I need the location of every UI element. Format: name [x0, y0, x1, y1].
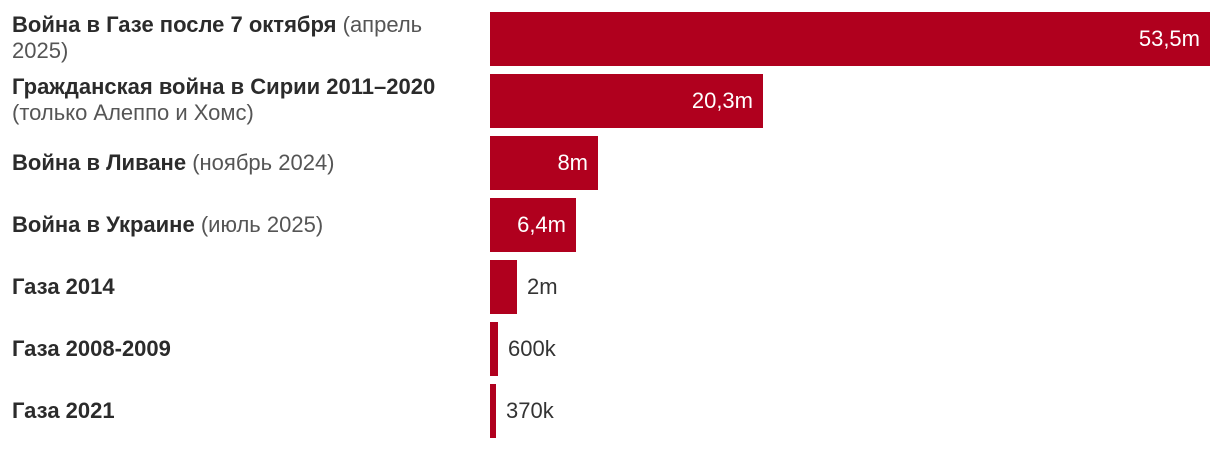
data-label: 370k: [506, 398, 554, 423]
category-label-main: Война в Украине: [12, 212, 195, 237]
category-label: Война в Газе после 7 октября (апрель 202…: [12, 12, 482, 64]
category-label-main: Война в Ливане: [12, 150, 187, 175]
data-label: 53,5m: [1138, 26, 1200, 51]
bar: [490, 136, 598, 190]
category-label: Война в Ливане (ноябрь 2024): [12, 150, 482, 176]
data-label: 20,3m: [691, 88, 753, 113]
bar: [490, 198, 576, 252]
category-label-sub: (только Алеппо и Хомс): [12, 100, 254, 125]
bar-row: Война в Газе после 7 октября (апрель 202…: [0, 12, 1220, 66]
bar-row: Война в Украине (июль 2025) 6,4m: [0, 198, 1220, 252]
bar: [490, 74, 763, 128]
data-label: 600k: [508, 336, 556, 361]
category-label: Газа 2008-2009: [12, 336, 482, 362]
bar: [490, 260, 517, 314]
category-label-main: Война в Газе после 7 октября: [12, 12, 337, 37]
bar: [490, 322, 498, 376]
category-label-sub: (апрель 2025): [12, 12, 423, 63]
category-label-sub: (ноябрь 2024): [192, 150, 335, 175]
bar-row: Гражданская война в Сирии 2011–2020 (тол…: [0, 74, 1220, 128]
category-label-main: Газа 2021: [12, 398, 115, 423]
category-label: Газа 2014: [12, 274, 482, 300]
bar: [490, 12, 1210, 66]
bar-row: Газа 2014 2m: [0, 260, 1220, 314]
data-label: 2m: [527, 274, 558, 299]
bar-row: Газа 2021 370k: [0, 384, 1220, 438]
category-label-sub: (июль 2025): [200, 212, 324, 237]
bar-row: Газа 2008-2009 600k: [0, 322, 1220, 376]
category-label: Газа 2021: [12, 398, 482, 424]
category-label: Гражданская война в Сирии 2011–2020 (тол…: [12, 74, 482, 126]
bar-row: Война в Ливане (ноябрь 2024) 8m: [0, 136, 1220, 190]
data-label: 8m: [557, 150, 588, 175]
bar: [490, 384, 496, 438]
category-label-main: Газа 2014: [12, 274, 115, 299]
category-label-main: Гражданская война в Сирии 2011–2020: [12, 74, 436, 99]
category-label: Война в Украине (июль 2025): [12, 212, 482, 238]
data-label: 6,4m: [517, 212, 566, 237]
category-label-main: Газа 2008-2009: [12, 336, 171, 361]
